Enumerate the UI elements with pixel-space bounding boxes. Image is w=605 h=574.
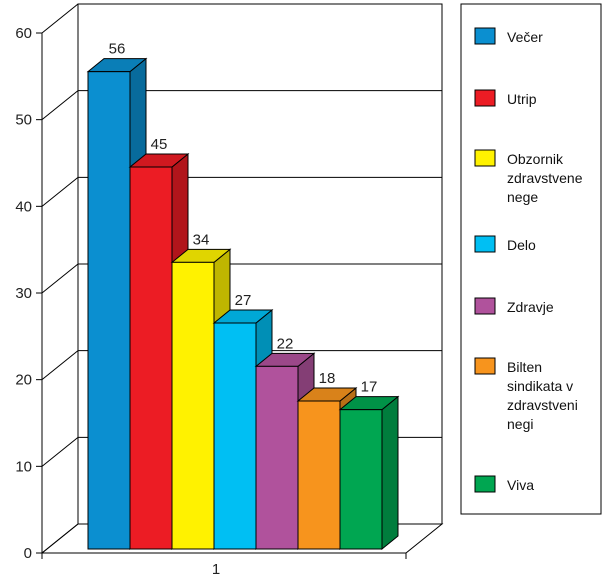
legend-swatch [474,357,496,375]
legend-label-line: zdravstvene [507,170,583,186]
legend-entry: Delo [474,235,536,253]
data-label: 45 [151,136,168,153]
legend-swatch [474,89,496,107]
legend-label-line: Viva [507,477,534,493]
y-tick-label: 10 [15,458,32,475]
data-label: 22 [277,335,294,352]
legend-label-line: Zdravje [507,299,554,315]
bar-side [381,395,399,551]
legend-label: Večer [507,29,543,45]
bar-front [171,261,215,550]
legend-label: Utrip [507,91,537,107]
data-label: 27 [235,292,252,309]
legend-swatch [474,235,496,253]
bars [86,57,400,551]
legend-swatch [474,297,496,315]
legend-label: Bilten sindikata v zdravstveni negi [507,359,578,432]
y-tick-label: 50 [15,112,32,129]
data-label: 18 [319,370,336,387]
legend-swatch [474,475,496,493]
legend-box [460,3,602,515]
y-tick-label: 40 [15,198,32,215]
legend-entry: Večer [474,27,543,45]
legend-label-line: Delo [507,237,536,253]
bar-front [255,365,299,550]
y-tick-label: 0 [24,545,32,562]
legend-label-line: zdravstveni [507,397,578,413]
legend-swatch [474,149,496,167]
legend-label-line: Večer [507,29,543,45]
side-gridline [41,90,79,121]
legend-entry: Obzornik zdravstvene nege [474,149,583,205]
legend-label-line: negi [507,416,533,432]
legend-label-line: Utrip [507,91,537,107]
bar [338,395,400,551]
bar-front [213,322,257,550]
side-gridline [41,523,79,554]
x-tick-label: 1 [212,561,220,574]
side-gridline [41,176,79,207]
legend-entry: Utrip [474,89,537,107]
legend-entry: Bilten sindikata v zdravstveni negi [474,357,578,432]
legend-label-line: nege [507,189,538,205]
side-gridline [41,3,79,34]
data-label: 56 [109,41,126,58]
legend-label-line: Obzornik [507,151,564,167]
bar-front [129,166,173,550]
bar-front [297,400,341,550]
y-tick-label: 20 [15,372,32,389]
legend-label: Zdravje [507,299,554,315]
data-label: 34 [193,231,210,248]
bar-front [339,409,383,550]
legend-entry: Zdravje [474,297,554,315]
legend-swatch [474,27,496,45]
x-axis: 1 [41,552,407,574]
legend-label: Viva [507,477,534,493]
data-labels: 56 45 34 27 22 18 17 [109,41,378,396]
legend: Večer Utrip Obzornik zdravstvene nege Delo Zdr… [460,3,602,515]
legend-label: Obzornik zdravstvene nege [507,151,583,205]
legend-entry: Viva [474,475,534,493]
y-tick-label: 60 [15,25,32,42]
legend-label-line: Bilten [507,359,542,375]
bar-front [87,71,131,550]
legend-label-line: sindikata v [507,378,573,394]
side-gridline [41,263,79,294]
side-gridline [41,436,79,467]
y-axis: 0 10 20 30 40 50 60 [15,25,43,562]
legend-label: Delo [507,237,536,253]
side-gridline [41,350,79,381]
y-tick-label: 30 [15,285,32,302]
data-label: 17 [361,379,378,396]
